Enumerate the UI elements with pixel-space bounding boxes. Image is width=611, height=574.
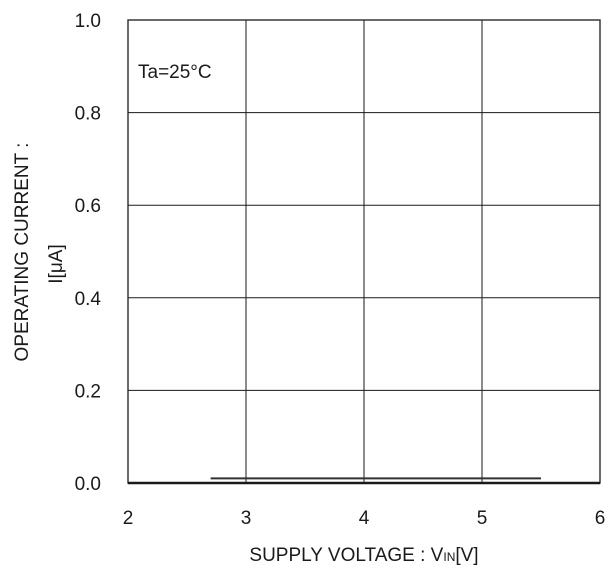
y-tick-label-4: 0.8 <box>75 104 101 125</box>
x-tick-label-3: 5 <box>477 508 488 529</box>
x-tick-label-0: 2 <box>123 508 134 529</box>
y-tick-label-2: 0.4 <box>75 289 102 310</box>
y-tick-label-1: 0.2 <box>75 381 101 402</box>
x-axis-label-unit: [V] <box>455 545 478 566</box>
x-tick-label-2: 4 <box>359 508 370 529</box>
x-tick-label-1: 3 <box>241 508 252 529</box>
y-axis-label-line1: OPERATING CURRENT : <box>12 143 33 362</box>
y-tick-label-3: 0.6 <box>75 196 101 217</box>
y-axis-label-line2: I[μA] <box>46 244 67 283</box>
x-axis-label-main: SUPPLY VOLTAGE : V <box>249 545 443 566</box>
annotation-temperature: Ta=25°C <box>138 62 212 83</box>
x-axis-label: SUPPLY VOLTAGE : VIN[V] <box>249 545 478 566</box>
y-axis-label: OPERATING CURRENT : I[μA] <box>12 143 67 362</box>
x-tick-label-4: 6 <box>595 508 606 529</box>
x-tick-labels: 2 3 4 5 6 <box>123 508 606 529</box>
grid <box>128 20 600 483</box>
x-axis-label-subscript: IN <box>443 550 455 564</box>
y-tick-label-0: 0.0 <box>75 474 101 495</box>
y-tick-label-5: 1.0 <box>75 11 101 32</box>
y-tick-labels: 0.0 0.2 0.4 0.6 0.8 1.0 <box>75 11 102 495</box>
